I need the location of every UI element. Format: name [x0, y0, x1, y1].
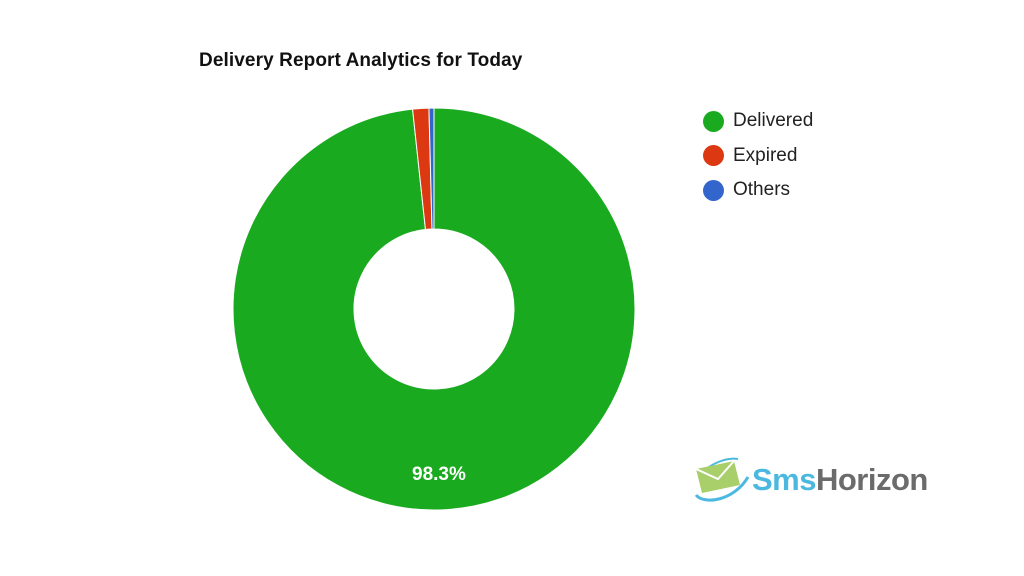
delivered-percent-label: 98.3% [412, 464, 466, 485]
legend-item-expired: Expired [703, 139, 813, 174]
slice-delivered [232, 107, 636, 511]
envelope-swoosh-icon [694, 457, 750, 502]
legend-dot-icon [703, 179, 724, 201]
legend-item-others: Others [703, 173, 813, 208]
legend-dot-icon [703, 145, 724, 167]
donut-slices [232, 107, 636, 511]
slice-others [428, 107, 435, 230]
chart-title: Delivery Report Analytics for Today [199, 50, 523, 71]
legend-dot-icon [703, 110, 724, 132]
smshorizon-logo: Sms Horizon [690, 455, 928, 505]
chart-legend: Delivered Expired Others [703, 104, 813, 208]
legend-item-delivered: Delivered [703, 104, 813, 139]
